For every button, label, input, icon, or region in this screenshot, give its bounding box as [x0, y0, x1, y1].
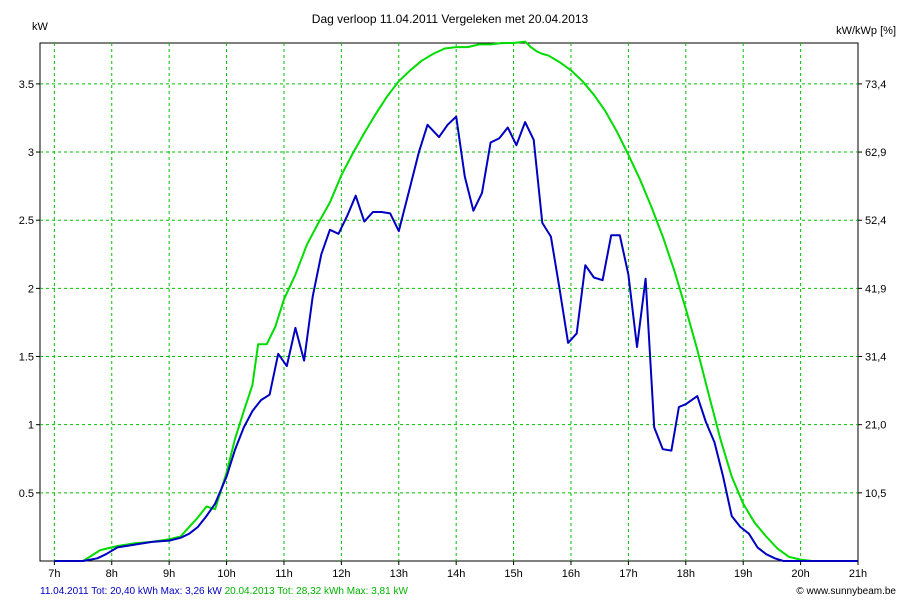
y-tick-label-left: 1 — [28, 420, 34, 432]
x-tick-label: 14h — [447, 568, 465, 580]
y-axis-right-label: kW/kWp [%] — [836, 25, 896, 37]
x-tick-label: 9h — [163, 568, 175, 580]
grid-lines — [40, 43, 858, 561]
series-layer — [54, 40, 858, 562]
x-tick-label: 7h — [48, 568, 60, 580]
y-tick-label-left: 2 — [28, 283, 34, 295]
chart-title: Dag verloop 11.04.2011 Vergeleken met 20… — [312, 12, 589, 26]
series-line-2 — [54, 40, 858, 562]
x-tick-label: 17h — [619, 568, 637, 580]
series2-summary: 20.04.2013 Tot: 28,32 kWh Max: 3,81 kW — [225, 586, 409, 597]
x-tick-label: 13h — [390, 568, 408, 580]
x-tick-label: 11h — [275, 568, 293, 580]
y-tick-label-right: 52,4 — [865, 215, 886, 227]
x-tick-label: 15h — [504, 568, 522, 580]
y-tick-label-right: 21,0 — [865, 420, 886, 432]
x-tick-label: 16h — [562, 568, 580, 580]
y-axis-left-ticks: 0.5 1 1.5 2 2.5 3 3.5 — [19, 79, 40, 500]
y-tick-label-right: 41,9 — [865, 283, 886, 295]
series2-name: 20.04.2013 — [225, 586, 275, 597]
x-tick-label: 21h — [849, 568, 867, 580]
y-tick-label-left: 0.5 — [19, 488, 34, 500]
series1-name: 11.04.2011 — [40, 586, 89, 597]
x-axis-ticks: 7h 8h 9h 10h 11h 12h 13h 14h 15h 16h 17h 18h 19h 20h 2… — [48, 561, 867, 580]
x-tick-label: 19h — [734, 568, 752, 580]
y-tick-label-right: 31,4 — [865, 352, 886, 364]
y-tick-label-right: 10,5 — [865, 488, 886, 500]
y-axis-right-ticks: 10,5 21,0 31,4 41,9 52,4 62,9 73,4 — [858, 79, 886, 500]
x-tick-label: 20h — [791, 568, 809, 580]
y-tick-label-left: 1.5 — [19, 352, 34, 364]
x-tick-label: 8h — [106, 568, 118, 580]
footer-copyright: © www.sunnybeam.be — [796, 586, 896, 597]
footer-summary: 11.04.2011 Tot: 20,40 kWh Max: 3,26 kW 2… — [40, 586, 408, 597]
series1-summary: 11.04.2011 Tot: 20,40 kWh Max: 3,26 kW — [40, 586, 225, 597]
series1-tot: Tot: 20,40 kWh — [91, 586, 158, 597]
series-line-1 — [54, 115, 858, 562]
y-tick-label-left: 3.5 — [19, 79, 34, 91]
x-tick-label: 18h — [677, 568, 695, 580]
y-tick-label-right: 73,4 — [865, 79, 886, 91]
y-tick-label-left: 2.5 — [19, 215, 34, 227]
x-tick-label: 12h — [332, 568, 350, 580]
series2-max: Max: 3,81 kW — [347, 586, 409, 597]
y-axis-left-label: kW — [32, 21, 49, 33]
y-tick-label-left: 3 — [28, 147, 34, 159]
series1-max: Max: 3,26 kW — [161, 586, 223, 597]
series2-tot: Tot: 28,32 kWh — [277, 586, 344, 597]
x-tick-label: 10h — [217, 568, 235, 580]
y-tick-label-right: 62,9 — [865, 147, 886, 159]
